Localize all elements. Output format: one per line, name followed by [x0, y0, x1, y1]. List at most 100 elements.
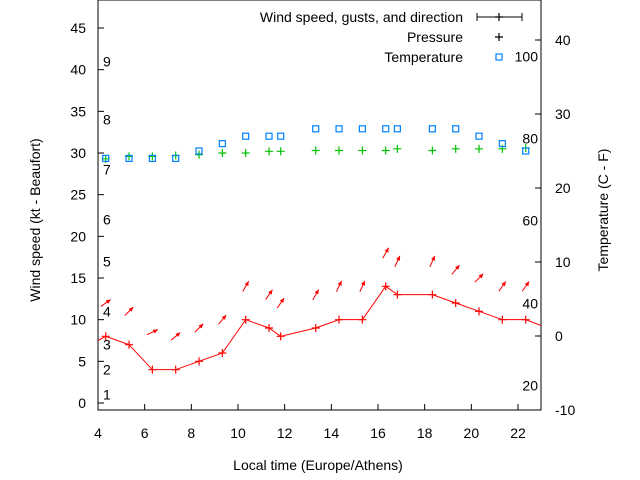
gust-arrow-head: [478, 273, 484, 279]
legend-label: Temperature: [384, 49, 463, 65]
wind-speed-point: [265, 324, 274, 332]
gust-arrow-head: [152, 329, 158, 334]
gust-arrow-head: [431, 255, 435, 261]
pressure-point: [381, 146, 390, 155]
y2-tick-label: -10: [555, 402, 575, 418]
pressure-point: [195, 150, 204, 159]
wind-speed-point: [101, 332, 110, 341]
temperature-point: [428, 125, 436, 133]
y-tick-label: 5: [78, 353, 86, 369]
x-tick-label: 22: [510, 425, 526, 441]
temperature-point: [172, 154, 180, 162]
temperature-point: [452, 125, 460, 133]
pressure-point: [335, 146, 344, 155]
x-tick-label: 14: [324, 425, 340, 441]
beaufort-label: 9: [103, 53, 111, 69]
y2-tick-label: 20: [555, 180, 571, 196]
wind-speed-point: [218, 349, 227, 357]
y-tick-label: 0: [78, 395, 86, 411]
beaufort-label: 1: [103, 387, 111, 403]
wind-speed-point: [125, 340, 134, 349]
y-tick-label: 15: [70, 270, 86, 286]
x-tick-label: 6: [141, 425, 149, 441]
temperature-point: [522, 147, 530, 155]
gust-arrow-head: [337, 280, 342, 286]
gust-arrow-head: [175, 332, 181, 338]
gust-arrow-head: [198, 323, 204, 329]
pressure-point: [358, 146, 367, 155]
legend-wind-marker: [495, 13, 503, 21]
wind-speed-point: [475, 307, 484, 316]
gust-arrow-head: [501, 281, 506, 287]
fahrenheit-label: 80: [522, 130, 538, 146]
legend-temperature-marker: [495, 53, 503, 61]
wind-speed-point: [276, 332, 285, 341]
x-tick-label: 12: [277, 425, 293, 441]
wind-speed-point: [358, 315, 367, 324]
fahrenheit-label: 100: [515, 48, 539, 64]
y-tick-label: 10: [70, 312, 86, 328]
legend-pressure-marker: [495, 33, 503, 41]
pressure-point: [218, 149, 227, 157]
beaufort-label: 5: [103, 253, 111, 269]
gust-arrow-head: [105, 299, 111, 304]
wind-speed-point: [393, 290, 402, 299]
temperature-point: [358, 125, 366, 133]
beaufort-label: 7: [103, 162, 111, 178]
wind-speed-point: [311, 324, 320, 332]
x-tick-label: 4: [94, 425, 102, 441]
temperature-point: [382, 125, 390, 133]
fahrenheit-label: 60: [522, 213, 538, 229]
wind-speed-point: [381, 282, 390, 291]
y-axis-label: Wind speed (kt - Beaufort): [27, 138, 43, 301]
temperature-point: [312, 125, 320, 133]
temperature-point: [148, 154, 156, 162]
pressure-point: [451, 144, 460, 153]
wind-speed-point: [148, 365, 157, 374]
plot-frame: [97, 0, 542, 411]
pressure-point: [475, 144, 484, 153]
y2-tick-label: 40: [555, 32, 571, 48]
wind-speed-point: [171, 365, 180, 374]
x-tick-label: 16: [370, 425, 386, 441]
x-tick-label: 20: [464, 425, 480, 441]
x-tick-label: 10: [230, 425, 246, 441]
beaufort-label: 8: [103, 112, 111, 128]
temperature-point: [265, 132, 273, 140]
wind-speed-point: [335, 315, 344, 324]
y-tick-label: 45: [70, 20, 86, 36]
gust-arrow-head: [314, 289, 319, 295]
temperature-point: [498, 140, 506, 148]
temperature-point: [242, 132, 250, 140]
beaufort-label: 3: [103, 337, 111, 353]
temperature-point: [102, 154, 110, 162]
gust-arrow-head: [244, 281, 249, 287]
pressure-point: [265, 147, 274, 156]
x-tick-label: 18: [417, 425, 433, 441]
temperature-point: [475, 132, 483, 140]
wind-speed-point: [451, 299, 460, 307]
y2-tick-label: 0: [555, 328, 563, 344]
legend-label: Pressure: [407, 29, 463, 45]
y2-tick-label: 10: [555, 254, 571, 270]
temperature-point: [195, 147, 203, 155]
gust-arrow-head: [396, 255, 400, 261]
wind-speed-point: [241, 315, 250, 324]
y-tick-label: 25: [70, 187, 86, 203]
gust-arrow-head: [454, 265, 460, 270]
pressure-point: [311, 146, 320, 155]
fahrenheit-label: 20: [522, 378, 538, 394]
temperature-point: [277, 132, 285, 140]
gust-arrow-head: [384, 247, 389, 253]
temperature-point: [218, 140, 226, 148]
y-tick-label: 30: [70, 145, 86, 161]
gust-arrow-head: [279, 298, 285, 304]
y-tick-label: 20: [70, 228, 86, 244]
gust-arrow-head: [221, 315, 227, 320]
y-tick-label: 35: [70, 103, 86, 119]
wind-speed-point: [498, 315, 507, 324]
beaufort-label: 4: [103, 303, 111, 319]
gust-arrow-head: [361, 280, 365, 286]
